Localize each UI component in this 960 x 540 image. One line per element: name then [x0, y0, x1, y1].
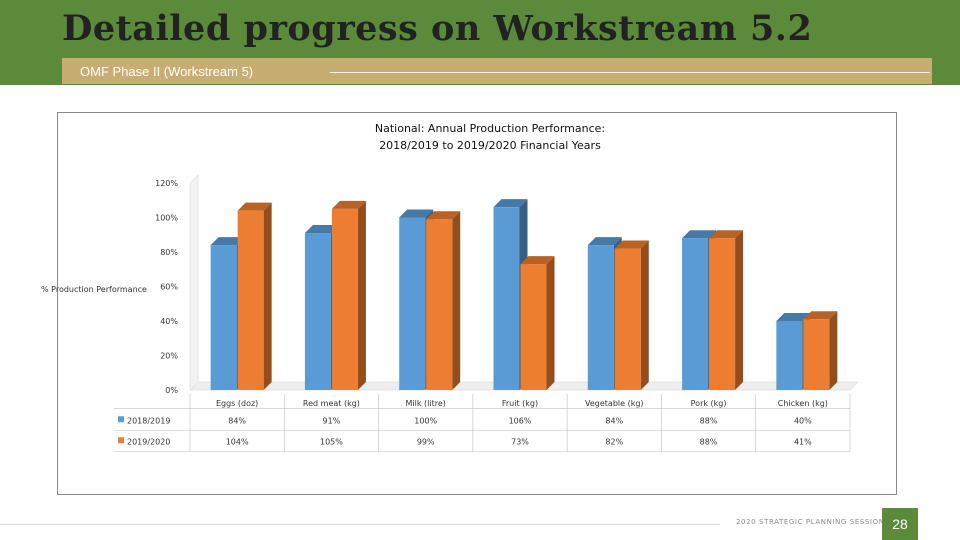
bar-top	[304, 225, 339, 234]
y-tick-label: 100%	[155, 214, 178, 223]
category-label: Milk (litre)	[406, 399, 446, 408]
chart-side-wall	[189, 174, 199, 391]
slide-subtitle: OMF Phase II (Workstream 5)	[80, 64, 254, 79]
bar-top	[210, 237, 245, 246]
y-tick-label: 40%	[160, 317, 178, 326]
category-label: Red meat (kg)	[303, 399, 360, 408]
category-label: Chicken (kg)	[778, 399, 828, 408]
category-label: Pork (kg)	[691, 399, 727, 408]
y-tick-label: 120%	[155, 179, 178, 188]
bar-2018/2019-Vegetable (kg)	[587, 245, 614, 390]
bar-top	[803, 311, 838, 320]
data-label: 40%	[794, 416, 812, 425]
bar-2019/2020-Eggs (doz)	[237, 210, 264, 390]
legend-label: 2019/2020	[127, 437, 170, 446]
bar-2019/2020-Pork (kg)	[709, 238, 736, 390]
data-label: 82%	[605, 437, 623, 446]
slide-title: Detailed progress on Workstream 5.2	[62, 8, 813, 49]
category-label: Vegetable (kg)	[585, 399, 644, 408]
y-tick-label: 60%	[160, 283, 178, 292]
bar-top	[426, 211, 461, 220]
data-label: 106%	[509, 416, 532, 425]
data-label: 41%	[794, 437, 812, 446]
legend-key	[118, 416, 124, 423]
data-label: 105%	[320, 437, 343, 446]
data-label: 88%	[700, 416, 718, 425]
y-axis-label: % Production Performance	[41, 285, 147, 294]
subtitle-bar	[62, 58, 932, 84]
bar-2019/2020-Vegetable (kg)	[614, 248, 641, 390]
data-label: 91%	[323, 416, 341, 425]
footer-rule	[0, 524, 720, 525]
bar-side	[829, 311, 838, 390]
footer-text: 2020 STRATEGIC PLANNING SESSION	[736, 518, 885, 526]
bar-top	[776, 313, 811, 321]
page-number: 28	[882, 508, 918, 540]
bar-2019/2020-Milk (litre)	[426, 219, 453, 390]
data-label: 84%	[228, 416, 246, 425]
y-tick-label: 80%	[160, 248, 178, 257]
bar-top	[399, 209, 434, 218]
bar-top	[614, 240, 649, 249]
bar-2018/2019-Milk (litre)	[399, 217, 426, 390]
bar-top	[237, 202, 272, 211]
legend-label: 2018/2019	[127, 416, 170, 425]
bar-2018/2019-Chicken (kg)	[776, 321, 803, 390]
chart-title-line2: 2018/2019 to 2019/2020 Financial Years	[379, 139, 601, 152]
bar-top	[331, 200, 366, 209]
y-tick-label: 0%	[165, 386, 178, 395]
data-label: 88%	[700, 437, 718, 446]
bar-top	[682, 230, 717, 239]
bar-2018/2019-Pork (kg)	[682, 238, 709, 390]
bar-side	[263, 202, 272, 390]
bar-top	[709, 230, 744, 239]
bar-2018/2019-Eggs (doz)	[210, 245, 237, 390]
bar-top	[493, 199, 528, 208]
chart-title-line1: National: Annual Production Performance:	[374, 122, 606, 135]
bar-2018/2019-Fruit (kg)	[493, 207, 520, 390]
data-label: 84%	[605, 416, 623, 425]
category-label: Fruit (kg)	[502, 399, 538, 408]
bar-2019/2020-Fruit (kg)	[520, 264, 547, 390]
bar-side	[735, 230, 744, 390]
subtitle-rule	[330, 72, 930, 73]
bar-side	[546, 256, 555, 390]
data-label: 100%	[414, 416, 437, 425]
bar-2019/2020-Red meat (kg)	[331, 208, 358, 390]
category-label: Eggs (doz)	[216, 399, 258, 408]
y-tick-label: 20%	[160, 352, 178, 361]
bar-2018/2019-Red meat (kg)	[304, 233, 331, 390]
chart-title: National: Annual Production Performance:…	[300, 120, 680, 154]
data-label: 99%	[417, 437, 435, 446]
bar-side	[640, 240, 649, 390]
data-label: 104%	[226, 437, 249, 446]
legend-key	[118, 437, 124, 444]
bar-top	[520, 256, 555, 265]
bar-top	[587, 237, 622, 246]
bar-side	[452, 211, 461, 390]
bar-2019/2020-Chicken (kg)	[803, 319, 830, 390]
bar-side	[357, 200, 366, 390]
data-label: 73%	[511, 437, 529, 446]
